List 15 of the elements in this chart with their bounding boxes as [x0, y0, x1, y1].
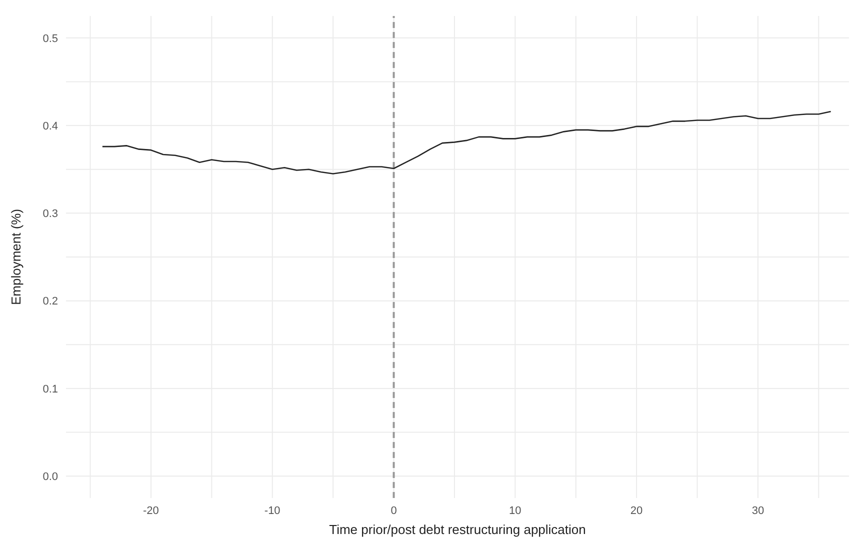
x-tick-label: -10 [264, 504, 280, 517]
y-tick-label: 0.2 [42, 296, 58, 308]
y-tick-label: 0.1 [42, 383, 58, 396]
line-series [102, 110, 832, 174]
x-tick-label: 30 [752, 504, 764, 517]
y-axis-title: Employment (%) [8, 208, 24, 306]
x-axis-title: Time prior/post debt restructuring application [329, 522, 586, 537]
x-tick-label: -20 [143, 504, 159, 517]
y-tick-label: 0.3 [42, 208, 58, 220]
x-tick-label: 0 [390, 504, 397, 517]
y-tick-label: 0.4 [42, 120, 58, 132]
y-tick-label: 0.5 [42, 32, 58, 45]
y-tick-label: 0.0 [42, 470, 58, 483]
x-tick-label: 20 [630, 504, 643, 517]
x-tick-label: 10 [509, 504, 522, 517]
